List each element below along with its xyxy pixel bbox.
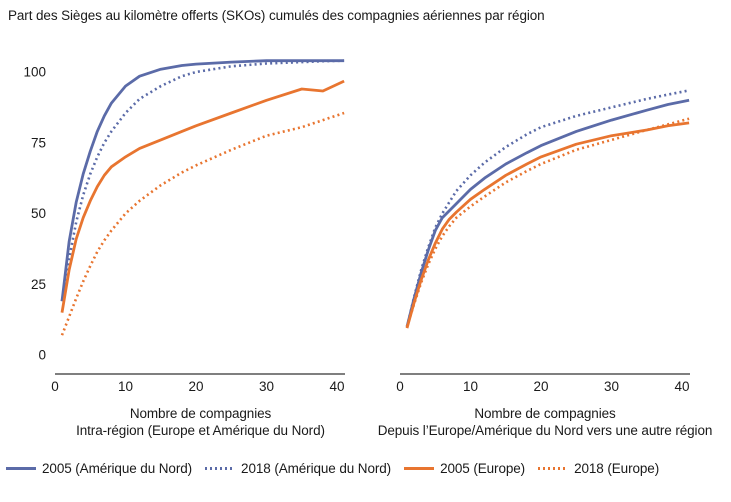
legend-swatch-solid-blue-icon xyxy=(6,467,36,470)
x-tick-label: 30 xyxy=(604,379,619,394)
legend-swatch-dotted-blue-icon xyxy=(205,467,236,470)
series-line-dotted xyxy=(405,117,690,328)
x-tick-label: 10 xyxy=(118,379,133,394)
y-tick-label: 0 xyxy=(38,348,46,363)
page-title: Part des Sièges au kilomètre offerts (SK… xyxy=(8,8,545,23)
y-tick-label: 75 xyxy=(31,135,46,150)
left-xlabel-line2: Intra-région (Europe et Amérique du Nord… xyxy=(76,423,325,438)
legend-label: 2018 (Europe) xyxy=(574,461,660,476)
x-tick-label: 30 xyxy=(259,379,274,394)
legend-label: 2005 (Europe) xyxy=(440,461,526,476)
x-tick-label: 0 xyxy=(396,379,404,394)
x-tick-label: 0 xyxy=(51,379,59,394)
x-tick-label: 40 xyxy=(674,379,689,394)
x-tick-label: 40 xyxy=(329,379,344,394)
legend-item-2005-eu: 2005 (Europe) xyxy=(404,461,525,476)
y-tick-label: 25 xyxy=(31,277,46,292)
series-line-solid xyxy=(60,59,345,302)
left-chart-plot: 0 10 20 30 40 0 25 50 75 100 xyxy=(23,59,345,394)
legend: 2005 (Amérique du Nord) 2018 (Amérique d… xyxy=(0,461,731,476)
y-tick-label: 50 xyxy=(31,206,46,221)
series-line-solid xyxy=(405,98,690,328)
right-chart-plot: 0 10 20 30 40 xyxy=(396,89,690,394)
legend-label: 2005 (Amérique du Nord) xyxy=(42,461,193,476)
x-tick-label: 10 xyxy=(463,379,478,394)
y-tick-label: 100 xyxy=(23,65,46,80)
legend-swatch-solid-orange-icon xyxy=(404,467,435,470)
series-line-dotted xyxy=(60,59,345,302)
right-chart: 0 10 20 30 40 Nombre de compagnies Depuis l’… xyxy=(365,51,731,439)
legend-item-2018-eu: 2018 (Europe) xyxy=(538,461,659,476)
left-chart-caption: Nombre de compagnies Intra-région (Europ… xyxy=(18,405,383,439)
charts-row: 0 10 20 30 40 0 25 50 75 100 Nombre de compagnies… xyxy=(0,51,731,439)
right-chart-caption: Nombre de compagnies Depuis l’Europe/Amé… xyxy=(362,405,728,439)
left-xlabel-line1: Nombre de compagnies xyxy=(129,406,272,421)
legend-swatch-dotted-orange-icon xyxy=(538,467,569,470)
legend-item-2018-na: 2018 (Amérique du Nord) xyxy=(205,461,391,476)
series-line-dotted xyxy=(60,111,345,336)
x-tick-label: 20 xyxy=(188,379,203,394)
legend-label: 2018 (Amérique du Nord) xyxy=(241,461,392,476)
series-line-solid xyxy=(60,79,345,313)
x-tick-label: 20 xyxy=(533,379,548,394)
series-line-solid xyxy=(405,121,690,329)
left-chart: 0 10 20 30 40 0 25 50 75 100 Nombre de compagnies… xyxy=(0,51,365,439)
right-xlabel-line2: Depuis l’Europe/Amérique du Nord vers un… xyxy=(377,423,713,438)
right-xlabel-line1: Nombre de compagnies xyxy=(474,406,616,421)
series-line-dotted xyxy=(405,89,690,328)
legend-item-2005-na: 2005 (Amérique du Nord) xyxy=(6,461,192,476)
